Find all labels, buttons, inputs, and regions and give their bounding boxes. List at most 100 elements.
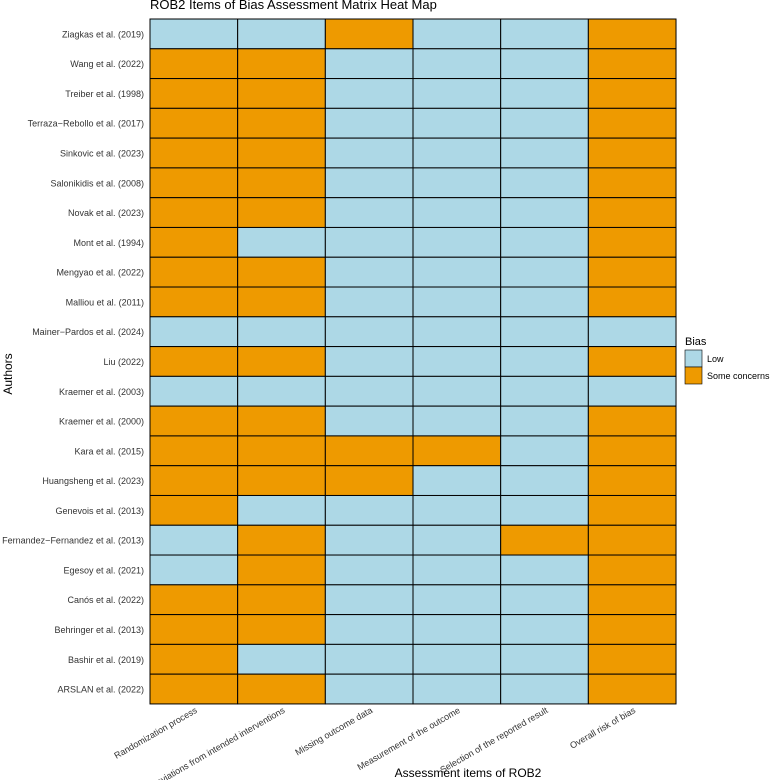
heatmap-cell: [412, 18, 502, 50]
heatmap-cell: [412, 167, 502, 199]
y-tick-label: Terraza−Rebollo et al. (2017): [28, 119, 144, 129]
heatmap-cell: [412, 584, 502, 616]
heatmap-cell: [237, 465, 326, 496]
heatmap-cell: [587, 494, 677, 526]
heatmap-cell: [587, 137, 677, 169]
x-axis-title: Assessment items of ROB2: [395, 766, 542, 780]
y-tick-label: Mainer−Pardos et al. (2024): [32, 327, 144, 337]
heatmap-cell: [500, 524, 589, 556]
heatmap-cell: [149, 197, 239, 228]
heatmap-cell: [237, 643, 326, 675]
heatmap-cell: [500, 614, 589, 645]
heatmap-cell: [500, 107, 589, 139]
heatmap-cell: [237, 316, 326, 348]
y-tick-label: Kara et al. (2015): [74, 446, 144, 456]
heatmap-cell: [587, 435, 677, 467]
heatmap-cell: [237, 137, 326, 169]
y-tick-label: Fernandez−Fernandez et al. (2013): [2, 536, 144, 546]
heatmap-cell: [587, 316, 677, 348]
heatmap-cell: [324, 197, 414, 228]
heatmap-cell: [237, 673, 326, 705]
y-tick-label: Ziagkas et al. (2019): [62, 29, 144, 39]
y-tick-labels: Ziagkas et al. (2019) Wang et al. (2022) T…: [2, 29, 144, 694]
heatmap-cell: [149, 524, 239, 556]
heatmap-cell: [149, 78, 239, 109]
heatmap-cell: [412, 226, 502, 258]
heatmap-cell: [324, 286, 414, 318]
heatmap-cell: [587, 226, 677, 258]
heatmap-cell: [500, 494, 589, 526]
heatmap-cell: [324, 346, 414, 377]
y-tick-label: Novak et al. (2023): [68, 208, 144, 218]
heatmap-cell: [237, 107, 326, 139]
heatmap-cell: [237, 405, 326, 437]
heatmap-cell: [237, 435, 326, 467]
heatmap-cell: [500, 465, 589, 496]
heatmap-cell: [587, 405, 677, 437]
heatmap-cell: [324, 494, 414, 526]
heatmap-cell: [149, 375, 239, 407]
heatmap-cell: [412, 107, 502, 139]
heatmap-cell: [149, 167, 239, 199]
heatmap-cell: [412, 137, 502, 169]
heatmap-cell: [412, 286, 502, 318]
heatmap-cell: [587, 48, 677, 80]
heatmap-cell: [149, 226, 239, 258]
heatmap-cell: [500, 346, 589, 377]
heatmap-cell: [324, 435, 414, 467]
y-tick-label: Bashir et al. (2019): [68, 655, 144, 665]
y-tick-label: Huangsheng et al. (2023): [42, 476, 144, 486]
heatmap-cell: [324, 226, 414, 258]
y-tick-label: Behringer et al. (2013): [54, 625, 144, 635]
heatmap-cell: [324, 375, 414, 407]
heatmap-cell: [324, 584, 414, 616]
heatmap-cell: [500, 316, 589, 348]
heatmap-cell: [324, 48, 414, 80]
heatmap-cell: [587, 554, 677, 586]
heatmap-cell: [237, 167, 326, 199]
y-tick-label: ARSLAN et al. (2022): [57, 685, 144, 695]
heatmap-cell: [149, 494, 239, 526]
y-tick-label: Kraemer et al. (2000): [59, 417, 144, 427]
heatmap-cell: [412, 78, 502, 109]
heatmap-cell: [500, 405, 589, 437]
heatmap-cell: [587, 78, 677, 109]
heatmap-cell: [412, 405, 502, 437]
heatmap-cell: [412, 375, 502, 407]
heatmap-cell: [149, 316, 239, 348]
heatmap-cell: [149, 465, 239, 496]
heatmap-cell: [324, 465, 414, 496]
y-tick-label: Wang et al. (2022): [70, 59, 144, 69]
heatmap-cell: [412, 643, 502, 675]
heatmap-cell: [149, 554, 239, 586]
legend-label: Low: [707, 354, 724, 364]
legend-swatch: [684, 366, 703, 385]
heatmap-cell: [412, 346, 502, 377]
heatmap-cell: [500, 375, 589, 407]
chart-title: ROB2 Items of Bias Assessment Matrix Hea…: [150, 0, 437, 12]
heatmap-cell: [500, 197, 589, 228]
heatmap-cell: [237, 78, 326, 109]
heatmap-cell: [324, 405, 414, 437]
heatmap-cell: [587, 107, 677, 139]
heatmap-cell: [412, 316, 502, 348]
heatmap-cells: [149, 18, 677, 705]
heatmap-cell: [237, 494, 326, 526]
heatmap-cell: [587, 167, 677, 199]
y-tick-label: Malliou et al. (2011): [66, 297, 144, 307]
heatmap-cell: [149, 286, 239, 318]
y-tick-label: Mengyao et al. (2022): [56, 268, 144, 278]
heatmap-cell: [149, 18, 239, 50]
x-tick-label: Deviations from intended interventions: [149, 705, 287, 780]
heatmap-cell: [237, 48, 326, 80]
heatmap-cell: [237, 286, 326, 318]
heatmap-cell: [324, 614, 414, 645]
heatmap-cell: [500, 673, 589, 705]
heatmap-cell: [587, 375, 677, 407]
heatmap-cell: [237, 197, 326, 228]
heatmap-cell: [587, 524, 677, 556]
heatmap-cell: [324, 256, 414, 288]
heatmap-cell: [500, 48, 589, 80]
